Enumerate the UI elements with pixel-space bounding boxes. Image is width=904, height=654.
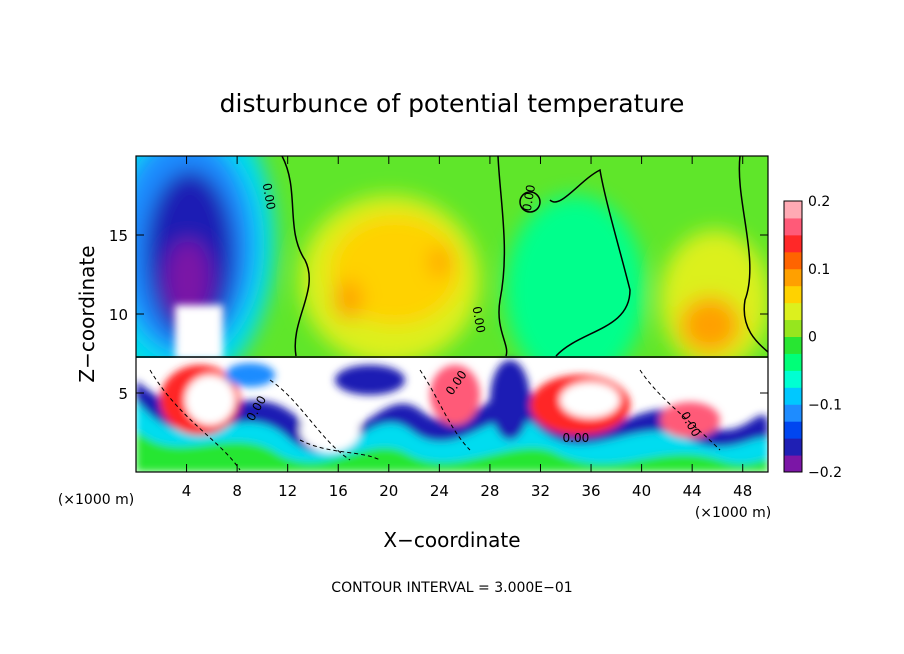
warm-anomaly-right	[430, 247, 450, 277]
x-tick-label: 32	[531, 482, 550, 500]
colorbar-segment	[784, 268, 802, 287]
dashed-contours	[149, 369, 721, 471]
colorbar-segment	[784, 421, 802, 439]
colorbar	[783, 200, 803, 473]
x-tick-label: 36	[581, 482, 600, 500]
colorbar-segment	[784, 251, 802, 270]
zero-contour-loop	[519, 191, 541, 213]
colorbar-segment	[784, 370, 802, 388]
contour-label: 0.00	[520, 184, 538, 213]
contour-label: 0.00	[563, 431, 590, 445]
colorbar-segment	[784, 234, 802, 253]
cold-anomaly-core	[166, 240, 210, 320]
x-tick-label: 16	[329, 482, 348, 500]
contour-label: 0.00	[260, 182, 278, 211]
warm-anomaly-left	[334, 280, 362, 320]
x-tick-label: 12	[278, 482, 297, 500]
y-tick-label: 10	[109, 306, 128, 324]
x-tick-label: 4	[182, 482, 192, 500]
colorbar-segment	[784, 353, 802, 371]
x-axis-label: X−coordinate	[383, 528, 520, 552]
x-tick-label: 24	[430, 482, 449, 500]
colorbar-tick-label: 0	[808, 330, 817, 346]
x-tick-label: 8	[232, 482, 242, 500]
y-axis: 5 10 15	[109, 227, 768, 403]
colorbar-segment	[784, 387, 802, 405]
x-tick-label: 20	[379, 482, 398, 500]
contour-lines	[136, 156, 768, 358]
colorbar-segment	[784, 404, 802, 422]
chart-title: disturbunce of potential temperature	[220, 89, 685, 118]
zero-contour-east	[738, 156, 768, 353]
colorbar-tick-label: 0.1	[808, 262, 830, 278]
warm-anomaly-center-core	[330, 215, 460, 325]
colorbar-segment	[784, 302, 802, 321]
colorbar-segment	[784, 319, 802, 337]
colorbar-tick-label: 0.2	[808, 194, 830, 210]
colorbar-segment	[784, 455, 802, 473]
colorbar-segment	[784, 217, 802, 236]
x-unit-right: (×1000 m)	[695, 505, 771, 521]
x-axis: 4 8 12 16 20 24 28 32 36 40 44 48	[182, 156, 752, 500]
x-tick-label: 28	[480, 482, 499, 500]
contour-interval-footer: CONTOUR INTERVAL = 3.000E−01	[331, 580, 572, 596]
colorbar-segment	[784, 336, 802, 354]
zero-contour-upper-right	[549, 168, 631, 357]
y-tick-label: 15	[109, 227, 128, 245]
colorbar-tick-label: −0.2	[808, 465, 842, 481]
colorbar-segment	[784, 438, 802, 456]
y-axis-label: Z−coordinate	[75, 245, 99, 382]
white-plume	[175, 305, 223, 360]
x-tick-label: 44	[683, 482, 702, 500]
zero-contour-upper-mid	[497, 156, 508, 357]
y-tick-label: 5	[118, 385, 128, 403]
x-tick-label: 48	[733, 482, 752, 500]
colorbar-tick-label: −0.1	[808, 397, 842, 413]
contour-label: 0.00	[469, 305, 487, 334]
heatmap-field: 0.000.000.000.000.000.00 0.00	[136, 156, 768, 472]
x-tick-label: 40	[632, 482, 651, 500]
colorbar-segment	[784, 201, 802, 219]
colorbar-frame	[783, 200, 803, 473]
colorbar-segment	[784, 285, 802, 304]
x-unit-left: (×1000 m)	[58, 492, 134, 508]
zero-contour-upper-left	[281, 156, 310, 357]
warm-anomaly-east-core	[680, 297, 740, 353]
colorbar-tick-labels: 0.2 0.1 0 −0.1 −0.2	[808, 194, 842, 481]
cool-region-right	[505, 195, 645, 385]
